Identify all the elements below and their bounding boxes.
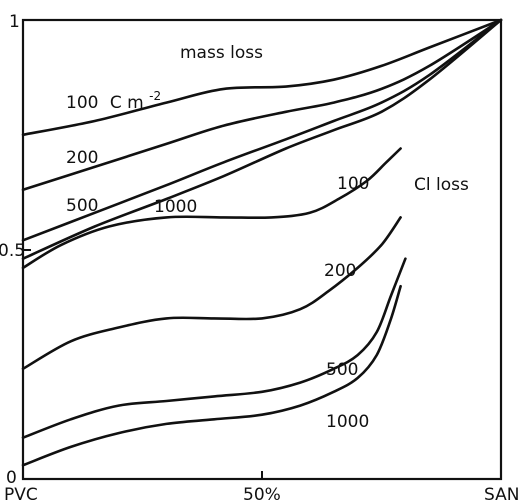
series-line-mass-200 bbox=[21, 18, 503, 192]
mass-loss-annotation: mass loss bbox=[180, 43, 263, 63]
curve-label-cl-200: 200 bbox=[324, 261, 356, 281]
plot-frame bbox=[21, 18, 503, 481]
series-line-mass-100 bbox=[21, 18, 503, 137]
y-tick-label-0: 0 bbox=[6, 468, 17, 488]
curve-label-mass-500: 500 bbox=[66, 196, 98, 216]
curve-label-mass-100-value: 100 bbox=[66, 93, 98, 113]
curve-label-mass-200: 200 bbox=[66, 148, 98, 168]
y-tick-label-0.5: 0.5 bbox=[0, 241, 25, 261]
x-tick-label-san: SAN bbox=[484, 485, 519, 504]
x-tick-label-pvc: PVC bbox=[4, 485, 38, 504]
unit-exponent: -2 bbox=[149, 89, 161, 103]
unit-label: C m bbox=[110, 93, 144, 113]
series-line-mass-1000 bbox=[21, 18, 503, 260]
y-tick-label-1: 1 bbox=[9, 12, 20, 32]
series-line-cl-200 bbox=[21, 216, 402, 371]
series-line-cl-500 bbox=[21, 257, 407, 439]
curve-label-cl-500: 500 bbox=[326, 360, 358, 380]
x-tick-label-50: 50% bbox=[243, 485, 281, 504]
curve-label-mass-1000: 1000 bbox=[154, 197, 197, 217]
series-line-cl-1000 bbox=[21, 284, 402, 467]
curve-label-cl-1000: 1000 bbox=[326, 412, 369, 432]
curve-label-cl-100: 100 bbox=[337, 174, 369, 194]
cl-loss-annotation: Cl loss bbox=[414, 175, 469, 195]
series-line-mass-500 bbox=[21, 18, 503, 242]
series-line-cl-100 bbox=[21, 147, 402, 270]
series-curves bbox=[21, 18, 503, 467]
curve-label-mass-100: 100 C m -2 bbox=[66, 89, 161, 113]
